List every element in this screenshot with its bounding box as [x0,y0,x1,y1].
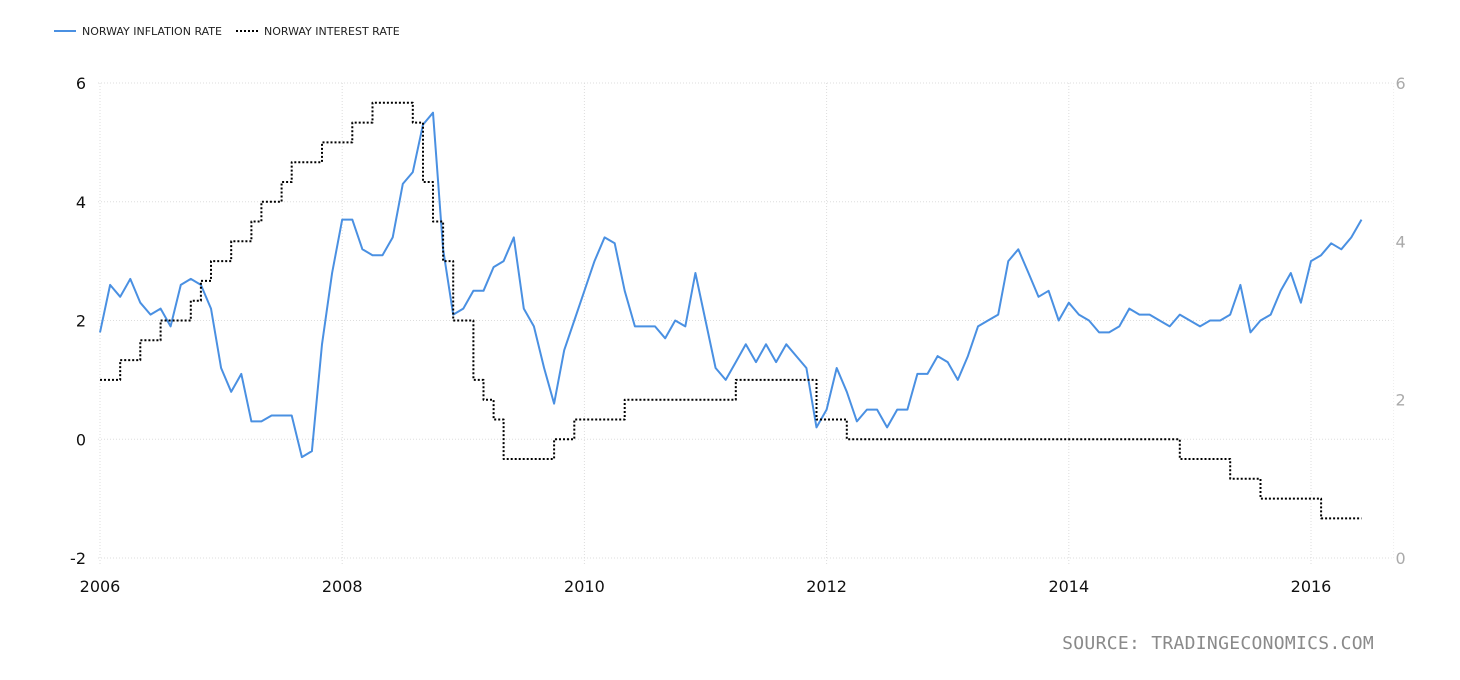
series-lines [99,101,1363,520]
legend[interactable]: NORWAY INFLATION RATE NORWAY INTEREST RAT… [54,25,400,38]
x-tick-label: 2014 [1048,577,1089,596]
x-tick-label: 2008 [322,577,363,596]
x-tick-label: 2006 [80,577,121,596]
series-line-inflation [99,111,1363,459]
x-tick-label: 2010 [564,577,605,596]
y-left-tick-label: 0 [76,430,86,449]
y-right-tick-label: 2 [1396,391,1406,410]
y-right-tick-label: 4 [1396,232,1406,251]
y-left-tick-label: 2 [76,312,86,331]
y-right-tick-label: 6 [1396,74,1406,93]
gridlines [98,82,1395,566]
legend-entry-label: NORWAY INTEREST RATE [264,25,400,38]
source-label: SOURCE: TRADINGECONOMICS.COM [1062,633,1374,654]
y-left-tick-label: 6 [76,74,86,93]
legend-entry-label: NORWAY INFLATION RATE [82,25,222,38]
y-right-tick-label: 0 [1396,549,1406,568]
x-tick-label: 2012 [806,577,847,596]
series-line-interest [100,101,1362,520]
axis-ticks: -2 0 2 4 6 0 2 4 6 2006 2008 2010 2012 2014 2016 [70,74,1406,596]
y-left-tick-label: 4 [76,193,86,212]
y-left-tick-label: -2 [70,549,86,568]
x-tick-label: 2016 [1291,577,1332,596]
